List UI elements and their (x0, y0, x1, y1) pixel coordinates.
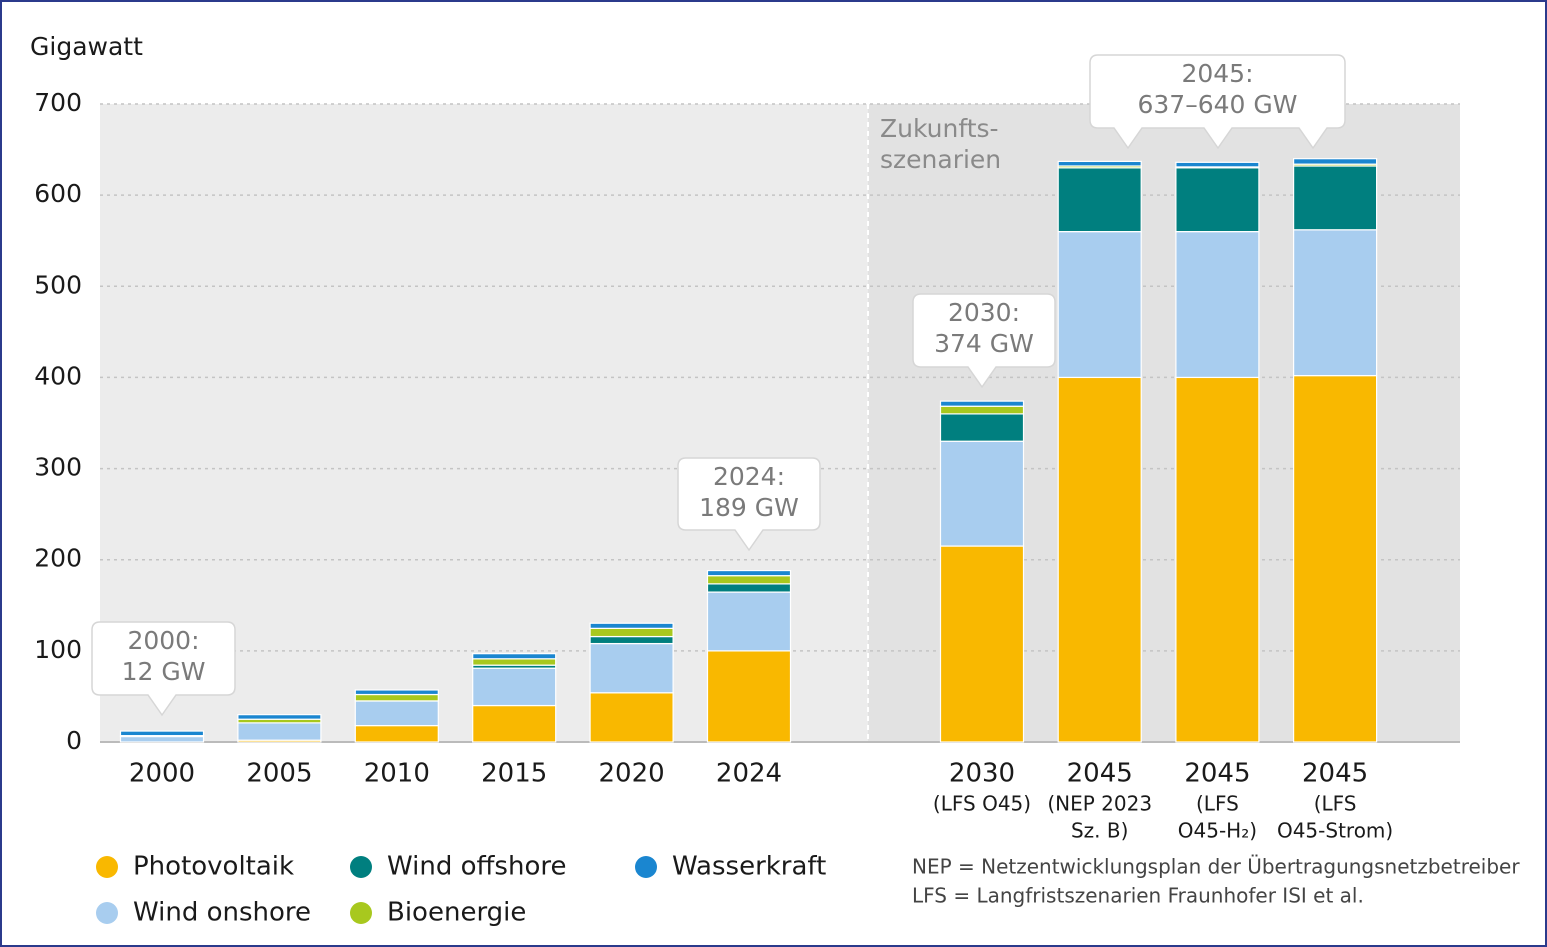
bar-segment (1292, 229, 1378, 377)
bar-segment (472, 653, 557, 660)
bar-segment (1175, 231, 1260, 379)
bar-segment (1292, 375, 1378, 743)
x-tick-label: 2045 (1302, 759, 1368, 789)
y-axis-label: Gigawatt (30, 32, 143, 61)
bar-segment (1292, 165, 1378, 231)
x-tick-label: 2005 (246, 759, 312, 789)
legend-swatch (350, 856, 372, 878)
callout-text: 374 GW (934, 329, 1034, 358)
x-tick-label: (LFS (1314, 792, 1357, 816)
y-tick-label: 700 (34, 88, 82, 117)
y-tick-label: 100 (34, 635, 82, 664)
x-tick-label: 2030 (949, 759, 1015, 789)
bar-segment (119, 730, 205, 737)
x-tick-label: (NEP 2023 (1047, 792, 1152, 816)
bar-segment (472, 658, 557, 666)
region-label: Zukunfts- (880, 114, 999, 143)
bar-segment (939, 413, 1025, 442)
x-tick-label: O45-Strom) (1277, 819, 1393, 843)
bar-segment (939, 400, 1025, 407)
callout-text: 12 GW (122, 657, 206, 686)
callout-text: 2030: (948, 298, 1020, 327)
bar-segment (1057, 167, 1142, 233)
y-tick-label: 400 (34, 361, 82, 390)
bar-segment (354, 689, 439, 696)
bar-segment (1175, 376, 1260, 743)
legend-swatch (635, 856, 657, 878)
x-tick-label: (LFS O45) (933, 792, 1031, 816)
bar-segment (706, 575, 792, 585)
bar-segment (472, 704, 557, 743)
bar-segment (1057, 231, 1142, 379)
x-tick-label: 2015 (481, 759, 547, 789)
callout-text: 2045: (1181, 59, 1253, 88)
bar-segment (589, 627, 674, 638)
x-tick-label: 2010 (364, 759, 430, 789)
y-tick-label: 0 (66, 726, 82, 755)
legend-swatch (350, 902, 372, 924)
bar-segment (939, 405, 1025, 415)
legend-label: Photovoltaik (133, 852, 294, 882)
bar-segment (1292, 158, 1378, 165)
y-tick-label: 600 (34, 179, 82, 208)
bar-segment (706, 591, 792, 652)
legend-label: Wasserkraft (672, 852, 826, 882)
legend-swatch (96, 856, 118, 878)
bar-segment (939, 545, 1025, 743)
callout-box (677, 457, 821, 552)
x-tick-label: 2020 (599, 759, 665, 789)
y-tick-label: 500 (34, 270, 82, 299)
bar-segment (354, 693, 439, 702)
legend-label: Bioenergie (387, 898, 526, 928)
callout-text: 2024: (713, 462, 785, 491)
bar-segment (354, 700, 439, 727)
x-tick-label: (LFS (1196, 792, 1239, 816)
bar-segment (706, 583, 792, 593)
x-tick-label: 2024 (716, 759, 782, 789)
bar-segment (1175, 161, 1260, 168)
callout-box (91, 621, 236, 717)
bar-segment (589, 635, 674, 645)
y-tick-label: 300 (34, 453, 82, 482)
bar-segment (237, 722, 322, 741)
x-tick-label: 2045 (1067, 759, 1133, 789)
footnote: NEP = Netzentwicklungsplan der Übertragu… (912, 855, 1520, 879)
bar-segment (119, 735, 205, 743)
y-tick-label: 200 (34, 544, 82, 573)
bar-segment (472, 667, 557, 707)
legend-swatch (96, 902, 118, 924)
callout-text: 189 GW (699, 493, 799, 522)
footnote: LFS = Langfristszenarien Fraunhofer ISI … (912, 884, 1364, 908)
bar-segment (1057, 160, 1142, 167)
x-tick-label: 2045 (1184, 759, 1250, 789)
callout-text: 2000: (127, 626, 199, 655)
x-tick-label: O45-H₂) (1178, 819, 1257, 843)
bar-segment (1175, 167, 1260, 233)
bar-segment (589, 642, 674, 694)
bar-segment (706, 650, 792, 743)
x-tick-label: 2000 (129, 759, 195, 789)
bar-segment (706, 569, 792, 577)
bar-segment (939, 440, 1025, 547)
region-label: szenarien (880, 145, 1001, 174)
x-tick-label: Sz. B) (1071, 819, 1128, 843)
callout-box (912, 293, 1056, 389)
bar-segment (354, 724, 439, 743)
bar-segment (237, 714, 322, 720)
callout-text: 637–640 GW (1138, 90, 1298, 119)
legend-label: Wind offshore (387, 852, 566, 882)
callout-box (1089, 54, 1346, 150)
bar-segment (589, 692, 674, 743)
bar-segment (1057, 376, 1142, 743)
legend-label: Wind onshore (133, 898, 311, 928)
bar-segment (589, 622, 674, 629)
